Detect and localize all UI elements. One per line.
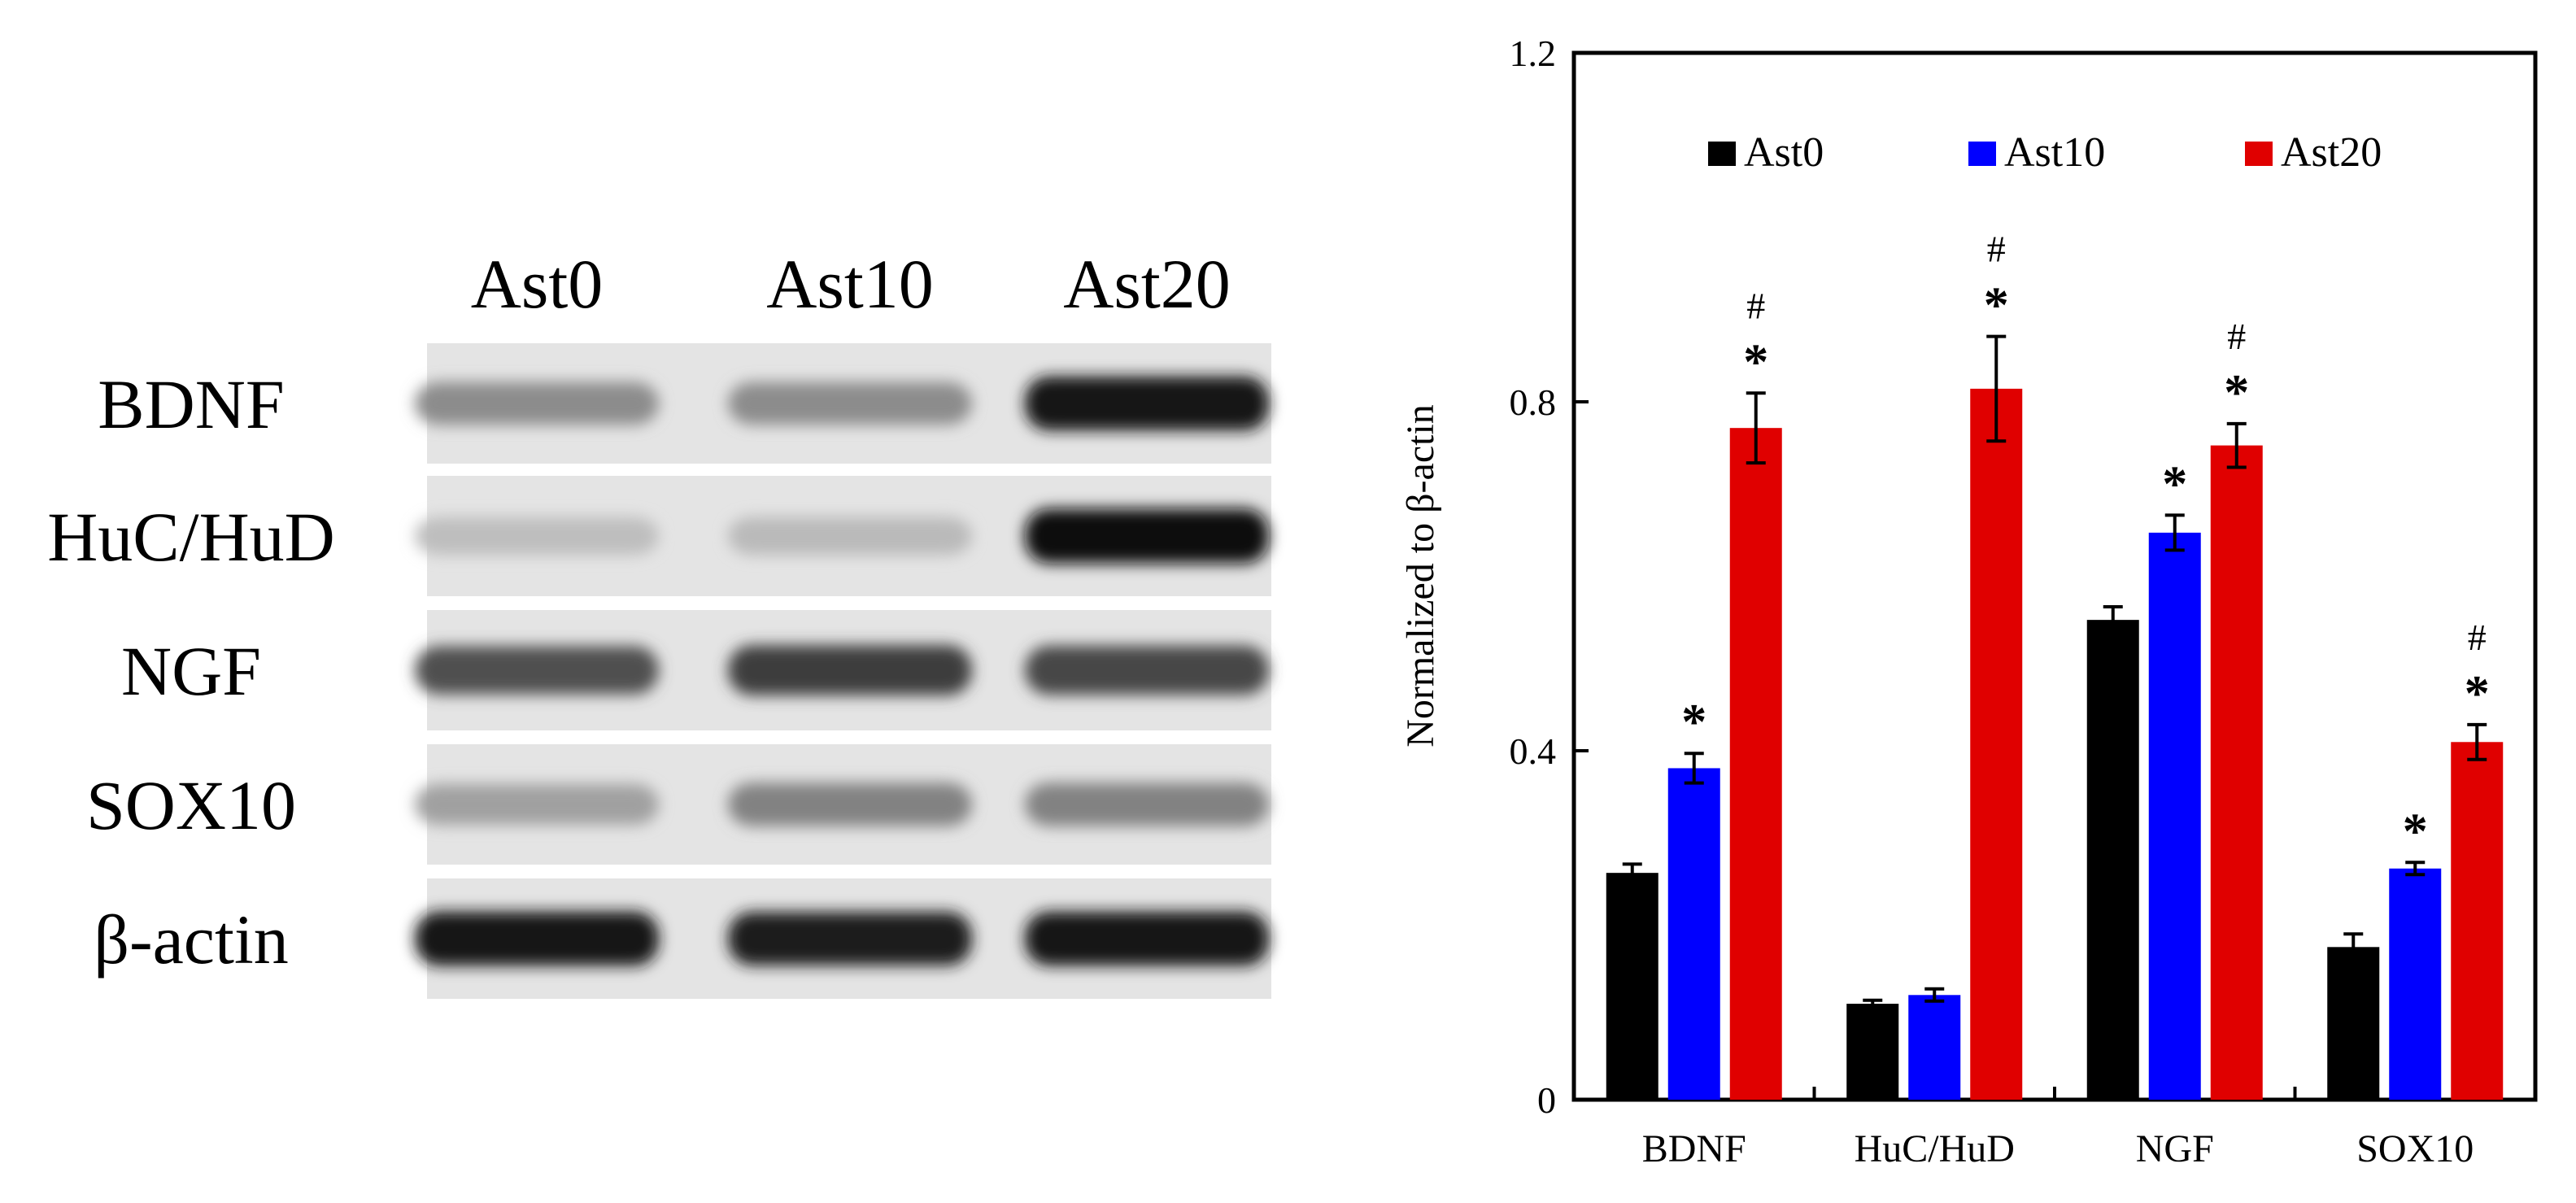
blot-band bbox=[728, 911, 972, 966]
legend-label: Ast0 bbox=[1744, 129, 1824, 176]
legend-label: Ast20 bbox=[2281, 129, 2382, 176]
bar bbox=[1606, 873, 1658, 1100]
bar bbox=[2327, 947, 2380, 1100]
bar bbox=[2148, 532, 2201, 1100]
blot-row: β-actin bbox=[94, 878, 1271, 999]
blot-band bbox=[1025, 911, 1269, 966]
significance-star: * bbox=[1681, 695, 1706, 750]
blot-row: NGF bbox=[121, 610, 1271, 730]
significance-star: * bbox=[1743, 334, 1768, 390]
significance-hash: # bbox=[2468, 617, 2487, 658]
lane-label-ast10: Ast10 bbox=[766, 245, 933, 323]
bar bbox=[2210, 445, 2263, 1100]
significance-star: * bbox=[2403, 804, 2428, 859]
significance-star: * bbox=[1984, 278, 2009, 333]
x-axis-ticks: BDNF HuC/HuD NGF SOX10 bbox=[1642, 1087, 2474, 1170]
blot-row-label: β-actin bbox=[94, 900, 289, 979]
category-label: HuC/HuD bbox=[1855, 1127, 2015, 1170]
blot-band bbox=[1025, 376, 1269, 431]
bar bbox=[1908, 995, 1961, 1100]
significance-star: * bbox=[2224, 365, 2249, 421]
bar-chart-panel: 0 0.4 0.8 1.2 Normalized to β-actin * * * * # * #… bbox=[1399, 33, 2538, 1170]
y-axis-title: Normalized to β-actin bbox=[1399, 404, 1442, 748]
significance-star: * bbox=[2162, 456, 2187, 512]
blot-band bbox=[415, 517, 659, 556]
y-tick-label: 0.4 bbox=[1510, 730, 1557, 772]
bar bbox=[2451, 742, 2504, 1100]
blot-band bbox=[415, 646, 659, 695]
legend-label: Ast10 bbox=[2004, 129, 2105, 176]
blot-rows: BDNF HuC/HuD NGF SOX10 β-actin bbox=[47, 343, 1271, 999]
legend-item: Ast0 bbox=[1708, 129, 1824, 176]
blot-band bbox=[1025, 645, 1269, 695]
blot-band bbox=[1025, 782, 1269, 826]
legend-swatch bbox=[1968, 142, 1996, 166]
bar bbox=[2389, 868, 2442, 1100]
lane-label-ast0: Ast0 bbox=[471, 245, 603, 323]
category-label: SOX10 bbox=[2356, 1127, 2474, 1170]
blot-row-label: NGF bbox=[121, 632, 261, 710]
legend-item: Ast20 bbox=[2245, 129, 2382, 176]
blot-band bbox=[728, 381, 972, 425]
y-tick-label: 0 bbox=[1537, 1079, 1556, 1121]
legend-swatch bbox=[1708, 142, 1736, 166]
bars: * * * * # * # * # * # bbox=[1606, 229, 2504, 1101]
western-blot-panel: Ast0 Ast10 Ast20 BDNF HuC/HuD NGF SOX10 β-acti… bbox=[47, 245, 1271, 999]
blot-band bbox=[1025, 508, 1269, 564]
lane-headers: Ast0 Ast10 Ast20 bbox=[471, 245, 1231, 323]
blot-row-label: BDNF bbox=[98, 365, 284, 443]
significance-hash: # bbox=[1987, 229, 2006, 270]
blot-band bbox=[415, 911, 659, 966]
y-tick-label: 1.2 bbox=[1510, 33, 1557, 74]
blot-row-label: HuC/HuD bbox=[47, 498, 335, 576]
blot-band bbox=[415, 784, 659, 825]
legend-item: Ast10 bbox=[1968, 129, 2105, 176]
blot-row: SOX10 bbox=[86, 744, 1271, 865]
y-tick-label: 0.8 bbox=[1510, 381, 1557, 423]
significance-hash: # bbox=[2227, 316, 2246, 357]
bar bbox=[1729, 428, 1782, 1100]
lane-label-ast20: Ast20 bbox=[1063, 245, 1230, 323]
blot-band bbox=[728, 645, 972, 695]
blot-band bbox=[415, 381, 659, 425]
bar bbox=[1970, 388, 2023, 1101]
category-label: NGF bbox=[2136, 1127, 2214, 1170]
bar bbox=[2086, 620, 2139, 1100]
legend: Ast0 Ast10 Ast20 bbox=[1708, 129, 2382, 176]
category-label: BDNF bbox=[1642, 1127, 1746, 1170]
significance-star: * bbox=[2465, 666, 2490, 721]
y-axis-ticks: 0 0.4 0.8 1.2 bbox=[1510, 33, 1589, 1121]
bar bbox=[1846, 1004, 1899, 1100]
blot-row: HuC/HuD bbox=[47, 476, 1271, 596]
blot-band bbox=[728, 517, 972, 556]
blot-row-label: SOX10 bbox=[86, 766, 296, 844]
significance-hash: # bbox=[1746, 285, 1765, 326]
legend-swatch bbox=[2245, 142, 2273, 166]
bar bbox=[1667, 768, 1720, 1100]
blot-band bbox=[728, 782, 972, 826]
blot-row: BDNF bbox=[98, 343, 1271, 464]
